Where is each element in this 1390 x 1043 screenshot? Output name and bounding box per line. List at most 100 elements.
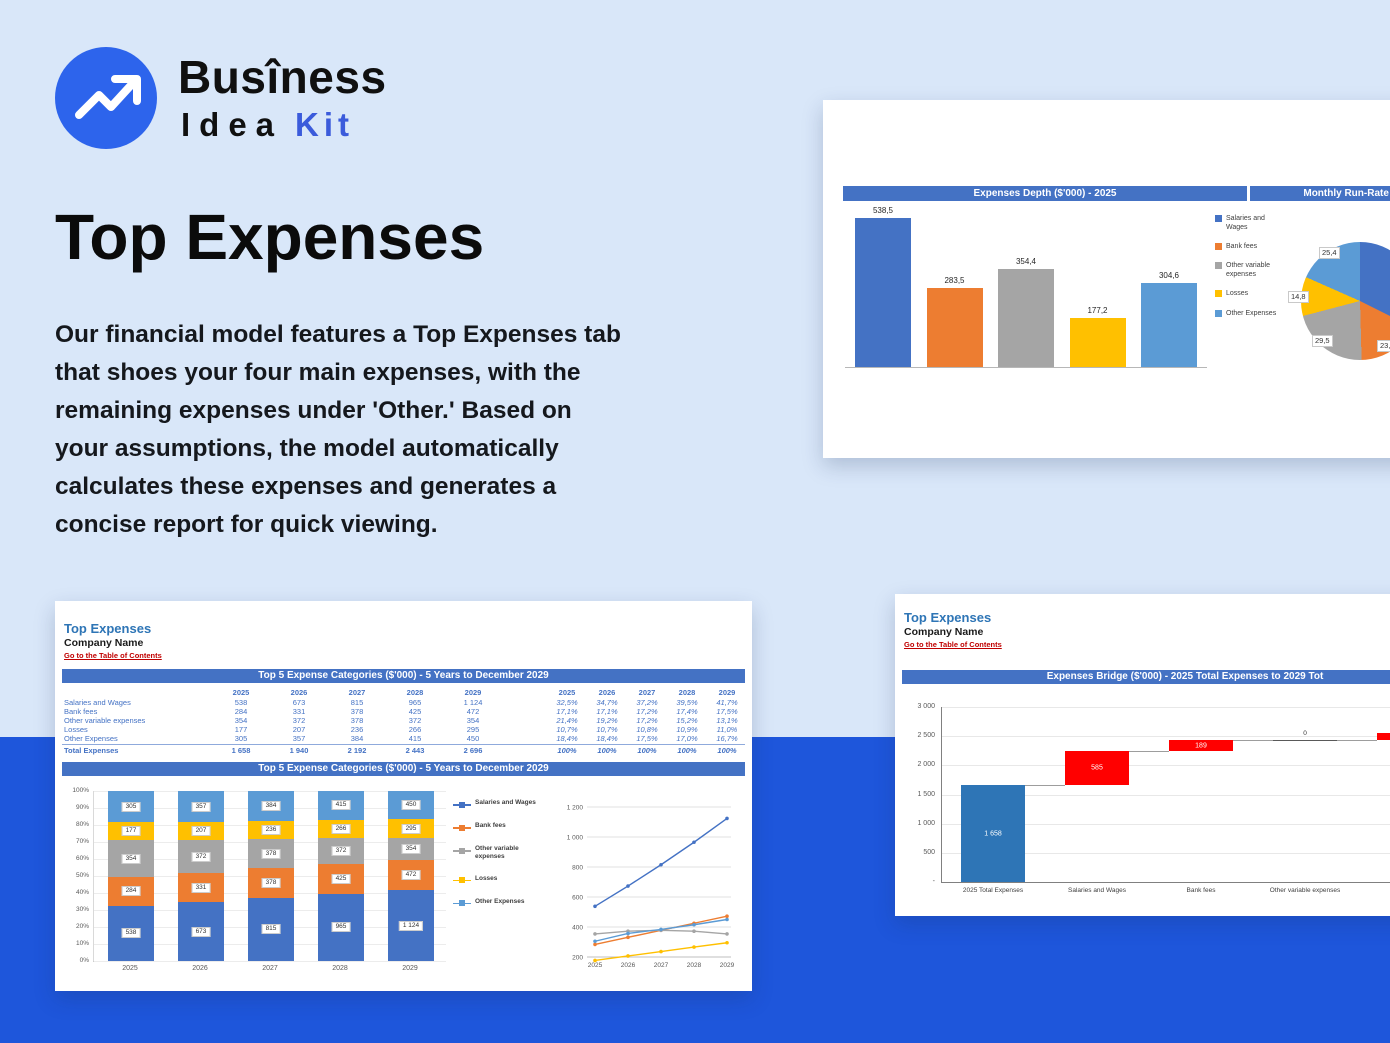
depth-bar: 283,5 bbox=[926, 276, 983, 367]
gridline bbox=[941, 823, 1390, 825]
svg-text:400: 400 bbox=[572, 925, 583, 932]
top-expenses-sheet-card: Top Expenses Company Name Go to the Tabl… bbox=[55, 601, 752, 991]
svg-text:1 000: 1 000 bbox=[567, 835, 584, 842]
y-axis-label: 1 000 bbox=[917, 819, 935, 827]
segment-label: 357 bbox=[191, 801, 211, 812]
cell-value: 331 bbox=[292, 707, 306, 716]
legend-swatch bbox=[459, 877, 465, 884]
depth-bar-value: 283,5 bbox=[944, 276, 965, 285]
bar-segment: 372 bbox=[318, 838, 364, 865]
cell-value: 2026 bbox=[290, 688, 308, 697]
bar-segment: 266 bbox=[318, 819, 364, 839]
stacked-bar-plot: 538 284 354 177 305 673 331 372 207 357 815 378 378 2… bbox=[93, 791, 446, 962]
y-axis-label: 100% bbox=[72, 787, 89, 794]
x-axis-label: 2026 bbox=[192, 965, 208, 972]
sheet-chart-legend: Salaries and Wages Bank fees Other variabl… bbox=[453, 799, 545, 921]
depth-chart-header: Expenses Depth ($'000) - 2025 bbox=[843, 186, 1247, 201]
cell-value: 378 bbox=[350, 716, 364, 725]
segment-label: 378 bbox=[261, 878, 281, 889]
cell-percent: 10,7% bbox=[596, 725, 618, 734]
svg-text:600: 600 bbox=[572, 895, 583, 902]
segment-label: 965 bbox=[331, 922, 351, 933]
pie-slice-label: 29,5 bbox=[1312, 335, 1333, 347]
x-axis-label: 2029 bbox=[402, 965, 418, 972]
segment-label: 177 bbox=[121, 826, 141, 837]
expenses-bridge-card: Top Expenses Company Name Go to the Tabl… bbox=[895, 594, 1390, 916]
cell-percent: 100% bbox=[717, 746, 737, 755]
runrate-chart-header: Monthly Run-Rate ($'000 bbox=[1250, 186, 1390, 201]
cell-value: 1 124 bbox=[463, 698, 483, 707]
bar-segment: 354 bbox=[108, 840, 154, 877]
legend-label: Other variable expenses bbox=[1226, 262, 1270, 279]
expenses-depth-card: Expenses Depth ($'000) - 2025 Monthly Ru… bbox=[823, 100, 1390, 458]
x-axis-label: Bank fees bbox=[1186, 887, 1216, 894]
svg-text:1 200: 1 200 bbox=[567, 805, 584, 812]
cell-percent: 2027 bbox=[638, 688, 656, 697]
legend-marker bbox=[453, 800, 471, 809]
legend-swatch bbox=[459, 801, 465, 808]
segment-label: 331 bbox=[191, 882, 211, 893]
segment-label: 354 bbox=[121, 853, 141, 864]
legend-item: Salaries and Wages bbox=[1215, 214, 1295, 232]
bar-segment: 425 bbox=[318, 864, 364, 894]
cell-percent: 10,7% bbox=[556, 725, 578, 734]
sheet-title: Top Expenses bbox=[64, 621, 152, 636]
y-axis-label: 3 000 bbox=[917, 703, 935, 710]
svg-text:2026: 2026 bbox=[621, 962, 636, 969]
bar-segment: 538 bbox=[108, 905, 154, 961]
legend-label: Bank fees bbox=[475, 822, 506, 829]
y-axis-label: 1 500 bbox=[917, 790, 935, 798]
cell-value: 2027 bbox=[348, 688, 366, 697]
bar-segment: 415 bbox=[318, 791, 364, 820]
bar-segment: 207 bbox=[178, 822, 224, 841]
bar-segment: 236 bbox=[248, 820, 294, 840]
cell-percent: 100% bbox=[557, 746, 577, 755]
depth-bar-value: 177,2 bbox=[1087, 306, 1108, 315]
brand-subname: Idea Kit bbox=[181, 106, 354, 144]
brand-sub-accent: Kit bbox=[295, 106, 355, 143]
cell-value: 354 bbox=[466, 716, 480, 725]
segment-label: 815 bbox=[261, 924, 281, 935]
bar-segment: 295 bbox=[388, 819, 434, 839]
cell-percent: 100% bbox=[637, 746, 657, 755]
pie-slice-label: 14,8 bbox=[1288, 291, 1309, 303]
x-axis-label: 2025 Total Expenses bbox=[962, 887, 1024, 894]
bar-segment: 354 bbox=[388, 838, 434, 861]
cell-percent: 11,0% bbox=[716, 725, 738, 734]
cell-value: 295 bbox=[466, 725, 480, 734]
cell-value: 2 192 bbox=[347, 746, 367, 755]
cell-percent: 13,1% bbox=[716, 716, 738, 725]
company-name: Company Name bbox=[904, 626, 984, 638]
gridline bbox=[941, 736, 1390, 738]
pie-slice-label: 23,7 bbox=[1377, 340, 1390, 352]
bar-segment: 378 bbox=[248, 839, 294, 869]
y-axis-label: 2 000 bbox=[917, 761, 935, 769]
cell-value: 357 bbox=[292, 734, 306, 743]
legend-label: Losses bbox=[475, 874, 498, 882]
cell-value: 236 bbox=[350, 725, 364, 734]
legend-marker bbox=[453, 876, 471, 885]
y-axis-label: 10% bbox=[75, 940, 89, 947]
bar-segment: 472 bbox=[388, 860, 434, 891]
cell-percent: 18,4% bbox=[556, 734, 578, 743]
table-of-contents-link[interactable]: Go to the Table of Contents bbox=[64, 651, 162, 660]
bar-segment: 372 bbox=[178, 840, 224, 874]
legend-item: Losses bbox=[453, 875, 545, 885]
x-axis-label: Salaries and Wages bbox=[1068, 887, 1126, 894]
cell-percent: 16,7% bbox=[716, 734, 738, 743]
cell-value: 284 bbox=[234, 707, 248, 716]
stacked-bar: 538 284 354 177 305 bbox=[108, 791, 154, 961]
step-label: 1 658 bbox=[984, 830, 1002, 838]
legend-label: Other Expenses bbox=[1226, 309, 1277, 317]
table-of-contents-link[interactable]: Go to the Table of Contents bbox=[904, 640, 1002, 649]
table-row: Total Expenses 1 658 1 940 2 192 2 443 2 696 1… bbox=[62, 744, 745, 756]
cell-percent: 15,2% bbox=[676, 716, 698, 725]
svg-text:800: 800 bbox=[572, 865, 583, 872]
waterfall-delta-bar: 189 bbox=[1169, 740, 1233, 752]
stacked-bar: 673 331 372 207 357 bbox=[178, 791, 224, 961]
depth-bar: 177,2 bbox=[1069, 306, 1126, 367]
x-axis-label: Losses bbox=[1357, 887, 1390, 894]
table-row: Other Expenses 305 357 384 415 450 18,4% 18,4% 1… bbox=[62, 734, 745, 743]
step-label: 0 bbox=[1303, 730, 1307, 738]
cell-percent: 34,7% bbox=[596, 698, 618, 707]
